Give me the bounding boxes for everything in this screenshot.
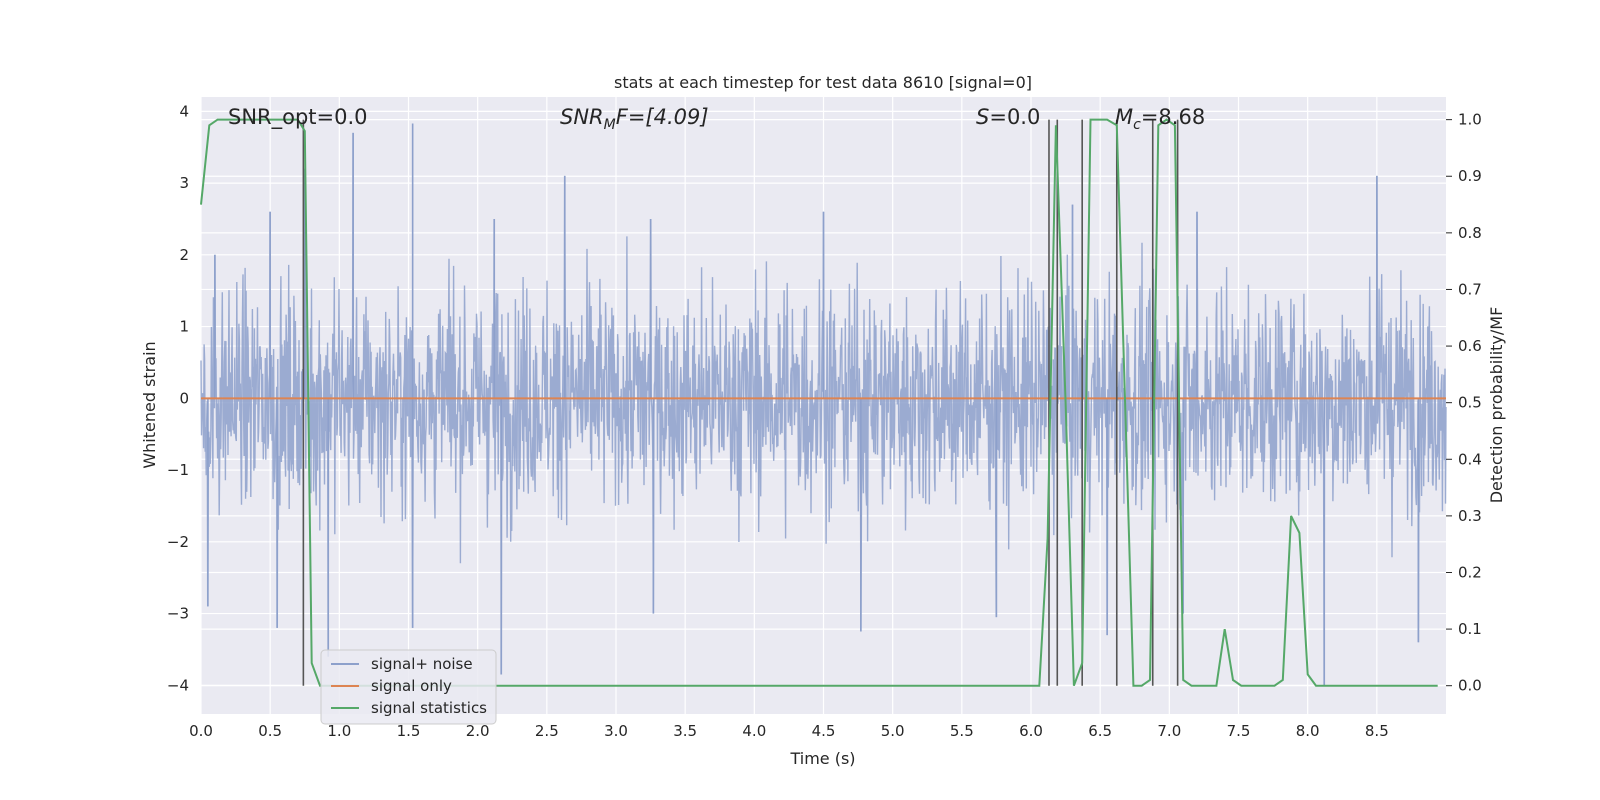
x-tick-label: 1.0: [327, 722, 351, 740]
x-tick-label: 3.5: [673, 722, 697, 740]
y-tick-label: 0: [179, 389, 189, 407]
snr-mf-label: SNR: [560, 105, 604, 129]
series-signal-noise: [200, 123, 1447, 686]
chart-title: stats at each timestep for test data 861…: [614, 73, 1032, 92]
x-tick-label: 4.5: [812, 722, 836, 740]
y-tick-label: −4: [167, 676, 189, 694]
mc-subscript: c: [1133, 117, 1141, 133]
y-tick-label: 1: [179, 318, 189, 336]
y-axis-label: Whitened strain: [140, 341, 159, 468]
legend: signal+ noise signal only signal statist…: [320, 649, 497, 725]
annotation-mc: Mc=8.68: [1115, 105, 1205, 133]
legend-box: [320, 649, 497, 725]
y-tick-label: 4: [179, 102, 189, 120]
legend-label-signal-noise: signal+ noise: [371, 655, 473, 673]
x-tick-label: 4.0: [742, 722, 766, 740]
y-tick-label: −3: [167, 605, 189, 623]
annotation-s: S=0.0: [976, 105, 1040, 129]
y2-tick-label: 0.4: [1458, 450, 1482, 468]
x-tick-label: 7.0: [1157, 722, 1181, 740]
y-tick-label: 3: [179, 174, 189, 192]
y2-axis-ticks: 1.0 0.9 0.8 0.7 0.6 0.5 0.4 0.3 0.2 0.1 0.0: [1446, 111, 1482, 695]
y2-tick-label: 0.1: [1458, 620, 1482, 638]
mc-label: M: [1115, 105, 1133, 129]
x-tick-label: 5.0: [881, 722, 905, 740]
annotation-snr-opt: SNR_opt=0.0: [228, 105, 368, 130]
y-axis-ticks: 4 3 2 1 0 −1 −2 −3 −4: [167, 102, 189, 694]
x-axis-ticks: 0.0 0.5 1.0 1.5 2.0 2.5 3.0 3.5 4.0 4.5 5.0 5.5 6.0 6…: [189, 722, 1389, 740]
x-tick-label: 0.0: [189, 722, 213, 740]
y2-tick-label: 0.7: [1458, 280, 1482, 298]
y2-tick-label: 0.9: [1458, 167, 1482, 185]
y-tick-label: −1: [167, 461, 189, 479]
y2-tick-label: 0.6: [1458, 337, 1482, 355]
y2-tick-label: 0.5: [1458, 394, 1482, 412]
legend-label-signal-statistics: signal statistics: [371, 699, 487, 717]
x-tick-label: 2.5: [535, 722, 559, 740]
snr-mf-rest: F=[4.09]: [616, 105, 709, 129]
y-tick-label: 2: [179, 246, 189, 264]
x-tick-label: 3.0: [604, 722, 628, 740]
s-label: S: [976, 105, 989, 129]
snr-mf-subscript: M: [604, 117, 616, 133]
y2-tick-label: 0.0: [1458, 677, 1482, 695]
x-tick-label: 1.5: [397, 722, 421, 740]
x-tick-label: 6.0: [1019, 722, 1043, 740]
x-tick-label: 8.5: [1365, 722, 1389, 740]
x-tick-label: 0.5: [258, 722, 282, 740]
y2-tick-label: 0.3: [1458, 507, 1482, 525]
x-tick-label: 8.0: [1296, 722, 1320, 740]
annotation-snr-mf: SNRMF=[4.09]: [560, 105, 709, 133]
x-tick-label: 7.5: [1227, 722, 1251, 740]
vertical-markers: [302, 119, 1179, 686]
x-tick-label: 6.5: [1088, 722, 1112, 740]
y2-tick-label: 1.0: [1458, 111, 1482, 129]
x-axis-label: Time (s): [789, 749, 855, 768]
legend-label-signal-only: signal only: [371, 677, 452, 695]
x-tick-label: 2.0: [466, 722, 490, 740]
s-value: =0.0: [989, 105, 1040, 129]
y2-tick-label: 0.8: [1458, 224, 1482, 242]
mc-value: =8.68: [1141, 105, 1205, 129]
y-tick-label: −2: [167, 533, 189, 551]
y2-tick-label: 0.2: [1458, 563, 1482, 581]
x-tick-label: 5.5: [950, 722, 974, 740]
y2-axis-label: Detection probability/MF: [1487, 307, 1506, 504]
